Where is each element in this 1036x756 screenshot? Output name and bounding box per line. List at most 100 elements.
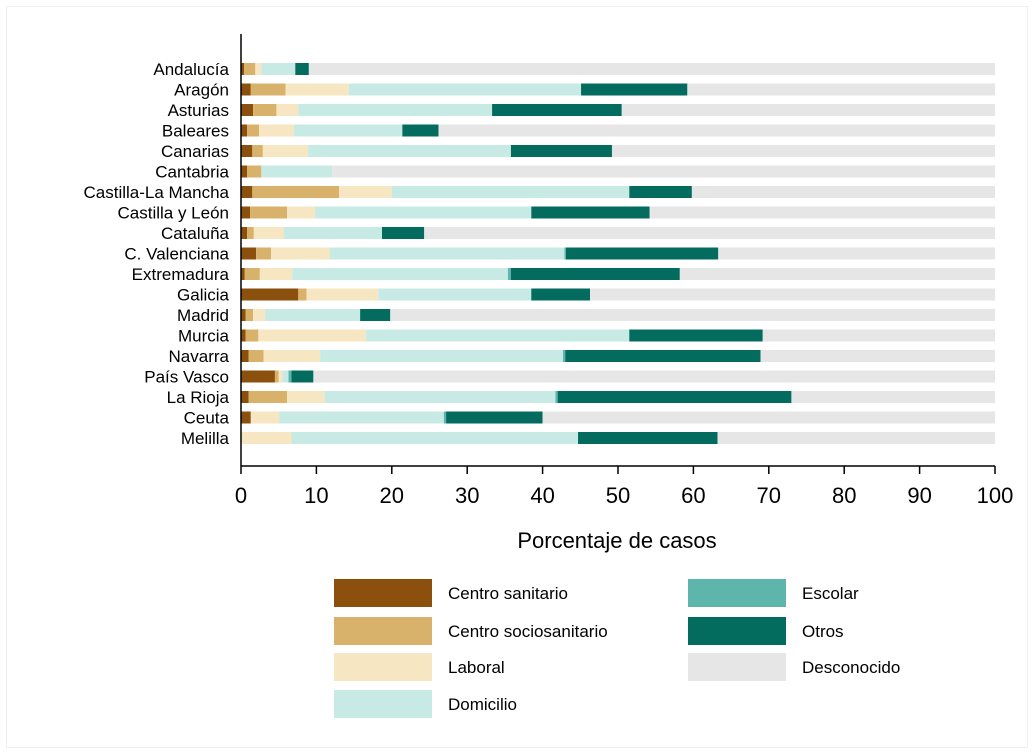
bar-segment: [241, 227, 248, 239]
bar-segment: [402, 124, 439, 137]
bar-segment: [244, 268, 260, 280]
bar-segment: [443, 411, 447, 424]
bar-segment: [241, 309, 246, 321]
x-tick-label: 30: [455, 483, 479, 508]
bar-segment: [293, 124, 403, 137]
bar-segment: [360, 309, 391, 321]
bar-segment: [298, 288, 307, 301]
bar-segment: [253, 227, 284, 239]
bar-segment: [531, 288, 591, 301]
bar-segment: [288, 370, 292, 383]
bar-segment: [250, 206, 287, 219]
bar-segment: [241, 165, 248, 178]
bar-segment: [581, 83, 688, 96]
y-tick-label: Extremadura: [132, 265, 230, 284]
x-tick-label: 80: [832, 483, 856, 508]
legend-label: Centro sanitario: [448, 584, 568, 603]
bar-segment: [282, 370, 289, 383]
bar-segment: [791, 391, 995, 403]
bar-segment: [292, 268, 508, 280]
x-tick-label: 20: [380, 483, 404, 508]
bar-segment: [274, 370, 279, 383]
y-tick-label: Castilla y León: [117, 204, 229, 223]
bar-segment: [263, 350, 321, 362]
bar-segment: [241, 145, 253, 157]
bar-segment: [510, 145, 612, 157]
bar-segment: [247, 227, 254, 239]
bar-segment: [542, 411, 995, 424]
bar-segment: [241, 411, 251, 424]
bar-segment: [557, 391, 792, 403]
bar-segment: [248, 391, 287, 403]
bar-segment: [245, 309, 254, 321]
bar-segment: [241, 391, 249, 403]
bar-segment: [308, 145, 511, 157]
y-tick-label: Castilla-La Mancha: [83, 183, 229, 202]
bar-segment: [507, 268, 511, 280]
y-tick-label: Madrid: [177, 306, 229, 325]
bar-segment: [492, 104, 622, 116]
bar-segment: [244, 63, 256, 75]
bar-segment: [261, 63, 296, 75]
legend-label: Domicilio: [448, 695, 517, 714]
x-axis: 0 10 20 30 40 50 60 70 80 90 100: [235, 465, 1014, 508]
y-tick-label: Asturias: [168, 101, 229, 120]
bar-segment: [256, 247, 272, 260]
bar-segment: [252, 145, 263, 157]
bar-segment: [565, 247, 719, 260]
x-tick-label: 50: [606, 483, 630, 508]
bar-segment: [265, 309, 361, 321]
bar-segment: [286, 206, 315, 219]
bar-segment: [253, 309, 266, 321]
bar-segment: [718, 247, 995, 260]
x-tick-label: 90: [907, 483, 931, 508]
bar-segment: [314, 206, 532, 219]
bar-segment: [329, 247, 565, 260]
bar-segment: [241, 288, 299, 301]
bar-segment: [247, 165, 262, 178]
bar-segment: [611, 145, 995, 157]
bar-segment: [248, 350, 264, 362]
bar-segment: [390, 309, 995, 321]
bar-segment: [241, 247, 257, 260]
bar-segment: [286, 391, 325, 403]
legend: Centro sanitario Centro sociosanitario Lab…: [334, 579, 900, 718]
x-axis-title: Porcentaje de casos: [517, 528, 716, 553]
bar-segment: [259, 124, 294, 137]
y-tick-label: Canarias: [161, 142, 229, 161]
y-tick-label: La Rioja: [167, 388, 230, 407]
y-tick-label: Ceuta: [184, 409, 230, 428]
bar-segment: [308, 63, 995, 75]
bar-segment: [253, 104, 277, 116]
legend-swatch: [334, 653, 432, 681]
bar-segment: [760, 350, 995, 362]
y-tick-label: Cantabria: [155, 163, 229, 182]
x-tick-label: 0: [235, 483, 247, 508]
x-tick-label: 40: [530, 483, 554, 508]
bar-segment: [717, 432, 995, 444]
bar-segment: [562, 350, 566, 362]
bar-segment: [348, 83, 582, 96]
x-tick-label: 100: [977, 483, 1014, 508]
bar-segment: [691, 186, 995, 198]
y-tick-label: Andalucía: [153, 60, 229, 79]
bar-segment: [295, 63, 309, 75]
bar-segment: [241, 206, 251, 219]
bar-segment: [250, 83, 286, 96]
y-tick-label: Baleares: [162, 122, 229, 141]
chart-frame: [6, 6, 1028, 748]
bar-segment: [687, 83, 995, 96]
bar-segment: [241, 329, 246, 342]
bar-segment: [339, 186, 392, 198]
bar-segment: [241, 83, 251, 96]
bar-segment: [649, 206, 995, 219]
bar-segment: [391, 186, 630, 198]
y-tick-label: Murcia: [178, 327, 230, 346]
bar-segment: [241, 124, 248, 137]
bar-segment: [621, 104, 995, 116]
bar-segment: [241, 268, 245, 280]
bar-segment: [320, 350, 563, 362]
bar-segment: [247, 124, 260, 137]
bar-segment: [629, 329, 763, 342]
